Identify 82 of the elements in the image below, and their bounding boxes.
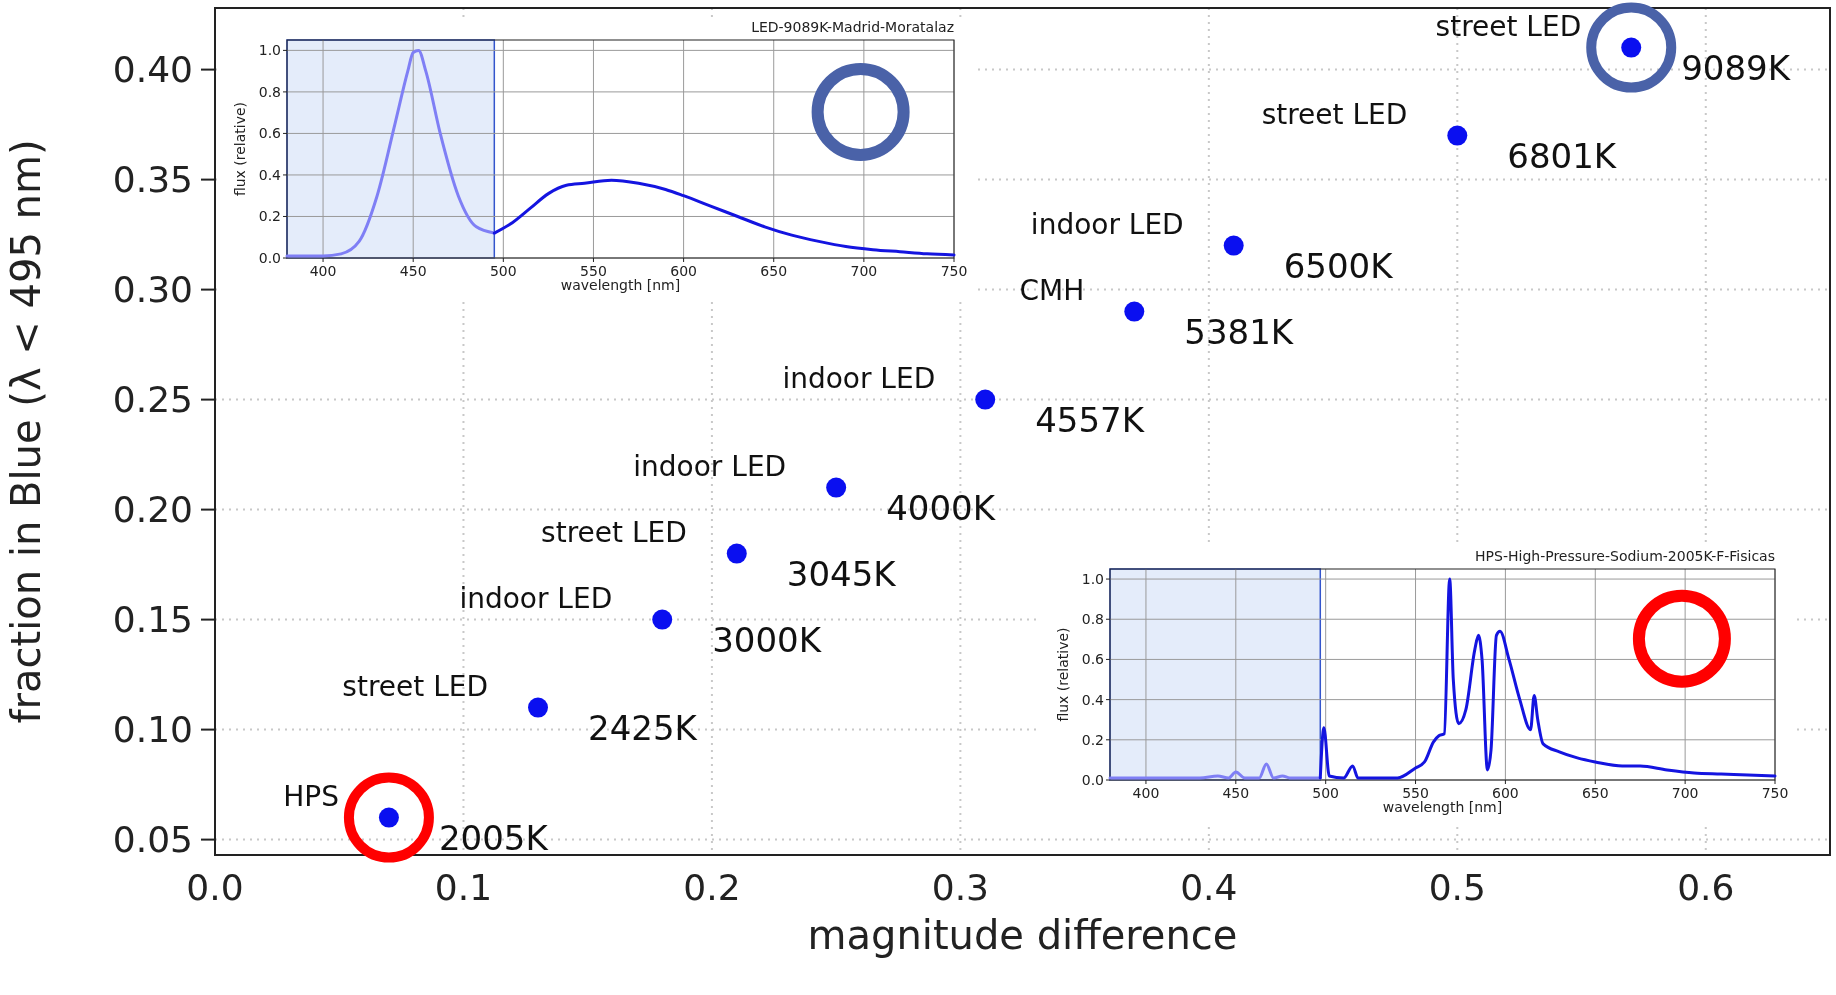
annotation: 3045K <box>786 553 898 594</box>
annotation: 4000K <box>886 487 997 528</box>
y-axis-title: flux (relative) <box>1055 627 1071 722</box>
point <box>1223 235 1244 256</box>
y-tick-label: 0.25 <box>112 379 193 421</box>
y-tick-label: 0.40 <box>112 49 193 91</box>
x-tick-label: 0.3 <box>931 867 990 908</box>
x-tick-label: 450 <box>399 262 427 279</box>
annotation: 5381K <box>1184 311 1295 352</box>
line-series <box>1108 762 1322 780</box>
y-tick-label: 0.8 <box>1081 611 1104 628</box>
x-tick-label: 0.4 <box>1180 867 1238 908</box>
x-tick-label: 500 <box>489 262 517 279</box>
x-tick-label: 750 <box>1761 784 1789 801</box>
annotation: indoor LED <box>459 581 613 615</box>
y-axis-title: flux (relative) <box>232 101 248 197</box>
annotation: CMH <box>1019 273 1085 307</box>
point <box>652 609 673 630</box>
x-tick-label: 0.5 <box>1428 867 1486 908</box>
point <box>726 543 747 564</box>
x-tick-label: 0.1 <box>434 867 493 908</box>
y-tick-label: 1.0 <box>258 42 281 59</box>
annotation: 9089K <box>1681 47 1792 88</box>
x-axis-title: wavelength [nm] <box>560 277 681 294</box>
annotation: indoor LED <box>782 361 936 395</box>
point <box>1447 125 1468 146</box>
annotation: 3000K <box>712 619 823 660</box>
annotation: 6500K <box>1283 245 1395 286</box>
annotation: street LED <box>1261 97 1408 131</box>
x-tick-label: 550 <box>1402 784 1429 801</box>
y-tick-label: 0.6 <box>258 125 282 142</box>
y-tick-label: 0.8 <box>258 83 281 100</box>
y-tick-label: 0.0 <box>258 249 281 266</box>
y-tick-label: 0.05 <box>112 819 193 861</box>
x-tick-label: 600 <box>670 262 697 279</box>
y-tick-label: 0.2 <box>258 208 281 225</box>
x-tick-label: 600 <box>1492 784 1519 801</box>
annotation: street LED <box>541 515 687 549</box>
x-tick-label: 450 <box>1222 784 1250 801</box>
line-series <box>492 178 956 257</box>
annotation: indoor LED <box>1030 207 1184 241</box>
x-tick-label: 500 <box>1312 784 1340 801</box>
chart-title: LED-9089K-Madrid-Moratalaz <box>751 19 954 35</box>
y-tick-label: 0.4 <box>1081 691 1105 708</box>
x-tick-label: 400 <box>1132 784 1160 801</box>
point <box>1124 301 1145 322</box>
x-tick-label: 550 <box>580 262 607 279</box>
y-tick-label: 0.6 <box>1081 651 1105 668</box>
x-axis-title: magnitude difference <box>807 911 1238 958</box>
line-series <box>1318 577 1777 780</box>
x-tick-label: 0.0 <box>186 867 244 908</box>
y-tick-label: 0.35 <box>112 159 193 201</box>
y-tick-label: 0.2 <box>1081 731 1104 748</box>
point <box>528 697 548 718</box>
x-tick-label: 0.2 <box>683 867 741 908</box>
x-tick-label: 650 <box>760 262 788 279</box>
point <box>975 389 996 410</box>
y-tick-label: 0.0 <box>1081 771 1104 788</box>
annotation: HPS <box>283 779 339 813</box>
y-tick-label: 0.10 <box>112 709 193 751</box>
x-tick-label: 0.6 <box>1677 867 1735 908</box>
y-tick-label: 0.4 <box>258 166 282 183</box>
y-tick-label: 0.30 <box>112 269 193 311</box>
annotation: 6801K <box>1507 135 1618 176</box>
annotation: street LED <box>1435 9 1582 43</box>
y-tick-label: 0.20 <box>112 489 193 531</box>
y-tick-label: 1.0 <box>1081 570 1104 587</box>
y-axis-title: fraction in Blue (λ < 495 nm) <box>3 139 49 724</box>
chart-title: HPS-High-Pressure-Sodium-2005K-F-Fisicas <box>1475 548 1775 564</box>
x-tick-label: 700 <box>1671 784 1699 801</box>
annotation: street LED <box>342 669 488 703</box>
annotation: indoor LED <box>633 449 787 483</box>
point <box>826 477 847 498</box>
x-tick-label: 700 <box>850 262 878 279</box>
annotation: 4557K <box>1035 399 1146 440</box>
x-tick-label: 650 <box>1581 784 1609 801</box>
x-tick-label: 400 <box>309 262 337 279</box>
x-tick-label: 750 <box>940 262 968 279</box>
annotation: 2425K <box>588 707 699 748</box>
y-tick-label: 0.15 <box>112 599 193 641</box>
annotation: 2005K <box>438 817 550 858</box>
x-axis-title: wavelength [nm] <box>1382 799 1503 816</box>
